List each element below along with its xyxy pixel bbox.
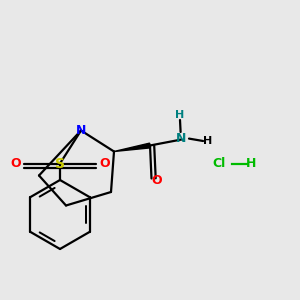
Text: N: N bbox=[76, 124, 86, 137]
Text: S: S bbox=[55, 157, 65, 170]
Text: H: H bbox=[203, 136, 212, 146]
Text: N: N bbox=[176, 131, 187, 145]
Text: H: H bbox=[176, 110, 184, 120]
Text: O: O bbox=[10, 157, 21, 170]
Polygon shape bbox=[114, 143, 150, 152]
Text: O: O bbox=[152, 174, 162, 188]
Text: O: O bbox=[99, 157, 110, 170]
Text: H: H bbox=[246, 157, 256, 170]
Text: Cl: Cl bbox=[212, 157, 226, 170]
